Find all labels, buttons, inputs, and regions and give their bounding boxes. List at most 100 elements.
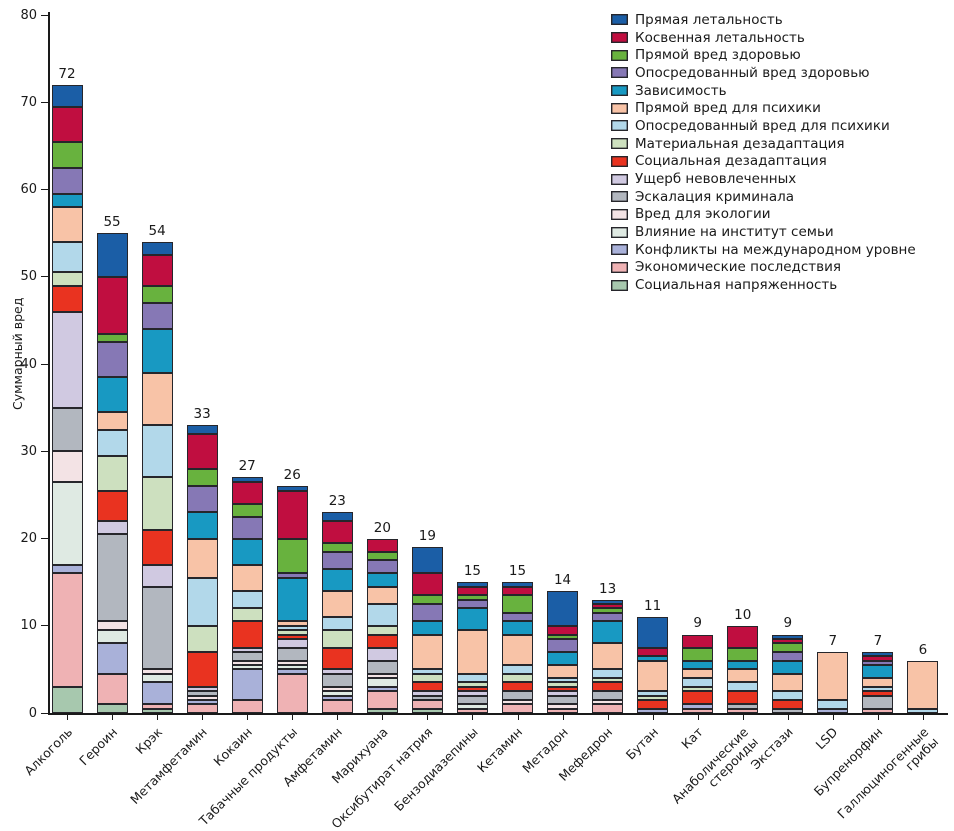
- legend-label: Косвенная летальность: [635, 29, 805, 46]
- y-tick-mark: [41, 14, 48, 16]
- legend-item: Прямой вред здоровью: [611, 46, 916, 64]
- x-tick-mark: [562, 714, 564, 720]
- legend-label: Социальная дезадаптация: [635, 153, 827, 170]
- bar-segment: [456, 691, 488, 696]
- bar-segment: [456, 582, 488, 587]
- bar-segment: [141, 255, 173, 286]
- x-tick-mark: [652, 714, 654, 720]
- bar-segment: [51, 207, 83, 242]
- x-tick-mark: [607, 714, 609, 720]
- bar-segment: [727, 708, 759, 713]
- bar-5: [231, 477, 263, 713]
- bar-11: [502, 582, 533, 713]
- legend-swatch: [611, 244, 628, 256]
- bar-segment: [411, 669, 443, 674]
- bar-segment: [141, 669, 173, 674]
- bar-16: [727, 625, 759, 713]
- bar-segment: [502, 621, 533, 635]
- bar-segment: [502, 704, 533, 713]
- bar-segment: [231, 669, 263, 700]
- x-tick-mark: [67, 714, 68, 720]
- bar-segment: [141, 372, 173, 426]
- x-tick-mark: [832, 714, 834, 720]
- bar-segment: [366, 647, 398, 661]
- legend-swatch: [611, 261, 628, 273]
- bar-7: [321, 512, 353, 713]
- bar-total-label: 6: [918, 641, 928, 658]
- legend-swatch: [611, 85, 628, 97]
- bar-segment: [276, 634, 308, 639]
- legend-label: Вред для экологии: [635, 206, 771, 223]
- bar-segment: [456, 695, 488, 705]
- bar-segment: [141, 302, 173, 330]
- x-tick-mark: [292, 714, 294, 720]
- bar-segment: [366, 634, 398, 648]
- bar-segment: [231, 651, 263, 661]
- bar-12: [547, 590, 579, 713]
- bar-total-label: 11: [644, 598, 662, 615]
- bar-segment: [502, 691, 533, 700]
- bar-segment: [186, 704, 218, 713]
- x-tick-mark: [517, 714, 519, 720]
- legend-label: Эскалация криминала: [635, 188, 795, 205]
- legend-item: Прямой вред для психики: [611, 99, 916, 117]
- bar-segment: [231, 503, 263, 517]
- bar-segment: [456, 704, 488, 709]
- y-tick-mark: [41, 712, 48, 714]
- bar-segment: [141, 477, 173, 530]
- bar-total-label: 19: [418, 528, 436, 545]
- legend-swatch: [611, 49, 628, 61]
- bar-segment: [411, 595, 443, 604]
- bar-segment: [96, 342, 128, 378]
- bar-segment: [141, 564, 173, 587]
- x-category-label: Крэк: [132, 724, 166, 757]
- bar-segment: [366, 686, 398, 692]
- bar-segment: [186, 577, 218, 626]
- bar-segment: [907, 708, 939, 713]
- bar-segment: [772, 643, 804, 652]
- x-tick-mark: [112, 714, 114, 720]
- legend-item: Вред для экологии: [611, 206, 916, 224]
- x-category-label: Бензодиазепины: [390, 724, 481, 814]
- bar-segment: [637, 699, 669, 709]
- bar-segment: [682, 691, 714, 705]
- bar-segment: [321, 630, 353, 648]
- bar-segment: [51, 167, 83, 194]
- bar-segment: [321, 590, 353, 618]
- y-tick-label: 80: [20, 7, 37, 23]
- bar-segment: [547, 665, 579, 679]
- bar-segment: [231, 590, 263, 609]
- bar-segment: [817, 651, 849, 700]
- bar-segment: [141, 704, 173, 709]
- bar-segment: [231, 564, 263, 591]
- bar-segment: [186, 538, 218, 578]
- bar-segment: [637, 691, 669, 696]
- legend-item: Социальная напряженность: [611, 276, 916, 294]
- bar-total-label: 20: [373, 519, 391, 536]
- y-tick-label: 60: [20, 182, 37, 197]
- bar-segment: [231, 647, 263, 652]
- bar-segment: [411, 695, 443, 700]
- bar-segment: [411, 673, 443, 683]
- y-axis-line: [48, 12, 50, 714]
- legend-item: Зависимость: [611, 82, 916, 100]
- bar-segment: [547, 691, 579, 696]
- bar-segment: [141, 586, 173, 670]
- y-tick-mark: [41, 538, 48, 539]
- bar-segment: [96, 276, 128, 334]
- bar-segment: [456, 586, 488, 596]
- y-tick-mark: [41, 189, 48, 190]
- bar-segment: [276, 538, 308, 574]
- bar-segment: [321, 673, 353, 687]
- bar-segment: [51, 311, 83, 408]
- bar-segment: [862, 708, 894, 713]
- bar-segment: [96, 621, 128, 631]
- bar-segment: [186, 486, 218, 513]
- bar-segment: [547, 678, 579, 683]
- bar-segment: [51, 564, 83, 574]
- bar-segment: [547, 708, 579, 713]
- bar-segment: [502, 582, 533, 587]
- legend-label: Опосредованный вред для психики: [635, 117, 890, 134]
- bar-segment: [817, 699, 849, 709]
